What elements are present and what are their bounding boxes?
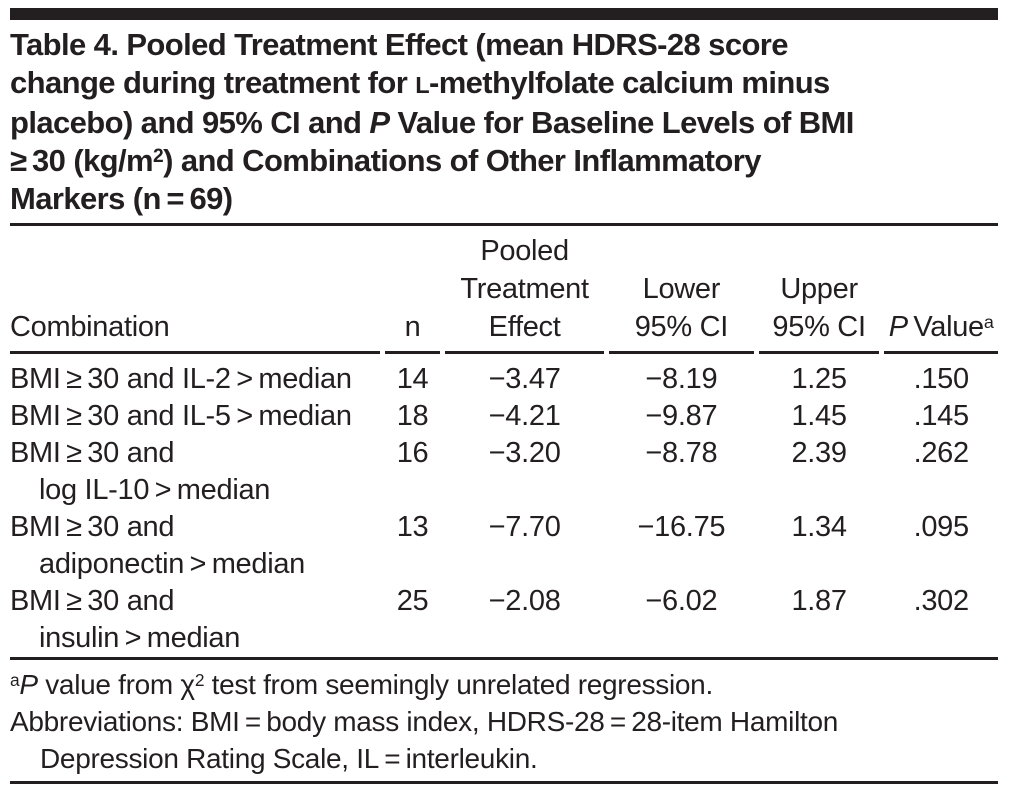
title-line-4: ≥ 30 (kg/m2) and Combinations of Other I… <box>10 142 998 180</box>
n-cell: 16 <box>396 437 429 469</box>
footnotes: aP value from χ2 test from seemingly unr… <box>10 666 998 777</box>
header-row: Combination n Pooled Treatment Effect Lo… <box>10 226 998 354</box>
effect-cell: −3.20 <box>488 437 561 469</box>
n-cell: 14 <box>396 363 429 395</box>
table-row: BMI ≥ 30 and insulin > median 25 −2.08 −… <box>10 583 998 657</box>
table-row: BMI ≥ 30 and IL-2 > median 14 −3.47 −8.1… <box>10 354 998 398</box>
lower-ci-cell: −16.75 <box>637 511 726 543</box>
combination-line-2: log IL-10 > median <box>39 474 271 506</box>
header-line: Upper <box>780 273 858 305</box>
upper-ci-cell: 1.34 <box>791 511 847 543</box>
n-cell: 13 <box>396 511 429 543</box>
combination-cell: BMI ≥ 30 and adiponectin > median <box>10 509 380 583</box>
italic-p: P <box>369 105 390 140</box>
footnote-abbreviations-line-2: Depression Rating Scale, IL = interleuki… <box>10 740 998 777</box>
effect-cell: −7.70 <box>488 511 561 543</box>
title-line-5: Markers (n = 69) <box>10 180 998 218</box>
title-text: change during treatment for <box>10 65 416 100</box>
combination-line-1: BMI ≥ 30 and IL-5 > median <box>10 400 352 432</box>
combination-line-1: BMI ≥ 30 and <box>10 437 175 469</box>
title-divider <box>10 223 998 226</box>
effect-cell: −3.47 <box>488 363 561 395</box>
footnote-text: Abbreviations: BMI = body mass index, HD… <box>10 706 839 737</box>
footnote-abbreviations: Abbreviations: BMI = body mass index, HD… <box>10 703 998 740</box>
n-cell: 18 <box>396 400 429 432</box>
combination-line-2: insulin > median <box>39 622 241 654</box>
title-line-1: Table 4. Pooled Treatment Effect (mean H… <box>10 26 998 64</box>
title-text: -methylfolate calcium minus <box>428 65 830 100</box>
effect-cell: −2.08 <box>488 585 561 617</box>
small-cap-l: L <box>415 72 429 98</box>
combination-cell: BMI ≥ 30 and insulin > median <box>10 583 380 657</box>
pvalue-cell: .262 <box>913 437 970 469</box>
header-line: 95% CI <box>772 311 866 343</box>
title-text: Markers (n = 69) <box>10 181 233 216</box>
title-text: ) and Combinations of Other Inflammatory <box>163 143 761 178</box>
header-line: Lower <box>642 273 721 305</box>
footnote-pvalue: aP value from χ2 test from seemingly unr… <box>10 666 998 703</box>
italic-p: P <box>888 311 908 343</box>
upper-ci-cell: 1.45 <box>791 400 847 432</box>
figure-bottom-divider <box>10 781 998 784</box>
title-text: ≥ 30 (kg/m <box>10 143 154 178</box>
header-n: n <box>384 226 441 354</box>
table-title: Table 4. Pooled Treatment Effect (mean H… <box>10 26 998 218</box>
header-upper-95-ci: Upper 95% CI <box>758 226 880 354</box>
table-row: BMI ≥ 30 and adiponectin > median 13 −7.… <box>10 509 998 583</box>
header-line: 95% CI <box>634 311 729 343</box>
table-body: BMI ≥ 30 and IL-2 > median 14 −3.47 −8.1… <box>10 354 998 657</box>
footnote-text: test from seemingly unrelated regression… <box>204 669 714 700</box>
title-line-3: placebo) and 95% CI and P Value for Base… <box>10 104 998 142</box>
table-bottom-divider <box>10 657 998 660</box>
upper-ci-cell: 1.87 <box>791 585 847 617</box>
header-line: Effect <box>488 311 561 343</box>
upper-ci-cell: 2.39 <box>791 437 847 469</box>
header-combination: Combination <box>10 226 380 354</box>
table-figure: Table 4. Pooled Treatment Effect (mean H… <box>0 8 1012 784</box>
effect-cell: −4.21 <box>488 400 561 432</box>
header-lower-95-ci: Lower 95% CI <box>609 226 754 354</box>
header-p-value: P Valuea <box>884 226 998 354</box>
combination-line-1: BMI ≥ 30 and IL-2 > median <box>10 363 352 395</box>
lower-ci-cell: −8.19 <box>645 363 718 395</box>
pvalue-superscript-a: a <box>983 311 994 332</box>
pvalue-cell: .150 <box>913 363 970 395</box>
header-line: Pooled <box>480 235 569 267</box>
lower-ci-cell: −6.02 <box>645 585 718 617</box>
combination-cell: BMI ≥ 30 and log IL-10 > median <box>10 435 380 509</box>
italic-p: P <box>19 669 38 700</box>
combination-cell: BMI ≥ 30 and IL-5 > median <box>10 398 380 435</box>
chi-squared-superscript: 2 <box>194 670 205 691</box>
table-row: BMI ≥ 30 and log IL-10 > median 16 −3.20… <box>10 435 998 509</box>
pvalue-cell: .095 <box>913 511 970 543</box>
footnote-text: value from χ <box>37 669 195 700</box>
pvalue-cell: .302 <box>913 585 970 617</box>
lower-ci-cell: −8.78 <box>645 437 718 469</box>
footnote-superscript-a: a <box>10 670 20 691</box>
combination-line-1: BMI ≥ 30 and <box>10 585 175 617</box>
title-text: Table 4. Pooled Treatment Effect (mean H… <box>10 27 789 62</box>
header-text: Value <box>907 311 984 343</box>
title-text: Value for Baseline Levels of BMI <box>389 105 854 140</box>
header-line: Treatment <box>460 273 589 305</box>
pooled-treatment-table: Combination n Pooled Treatment Effect Lo… <box>5 226 1003 657</box>
pvalue-cell: .145 <box>913 400 970 432</box>
header-pooled-treatment-effect: Pooled Treatment Effect <box>445 226 604 354</box>
title-text: placebo) and 95% CI and <box>10 105 370 140</box>
lower-ci-cell: −9.87 <box>645 400 718 432</box>
footnote-text: Depression Rating Scale, IL = interleuki… <box>40 743 538 774</box>
table-row: BMI ≥ 30 and IL-5 > median 18 −4.21 −9.8… <box>10 398 998 435</box>
n-cell: 25 <box>396 585 429 617</box>
combination-line-2: adiponectin > median <box>39 548 306 580</box>
table-header: Combination n Pooled Treatment Effect Lo… <box>10 226 998 354</box>
title-line-2: change during treatment for L-methylfola… <box>10 64 998 104</box>
combination-line-1: BMI ≥ 30 and <box>10 511 175 543</box>
superscript-2: 2 <box>153 146 164 168</box>
upper-ci-cell: 1.25 <box>791 363 847 395</box>
top-rule-bar <box>10 8 998 20</box>
combination-cell: BMI ≥ 30 and IL-2 > median <box>10 354 380 398</box>
